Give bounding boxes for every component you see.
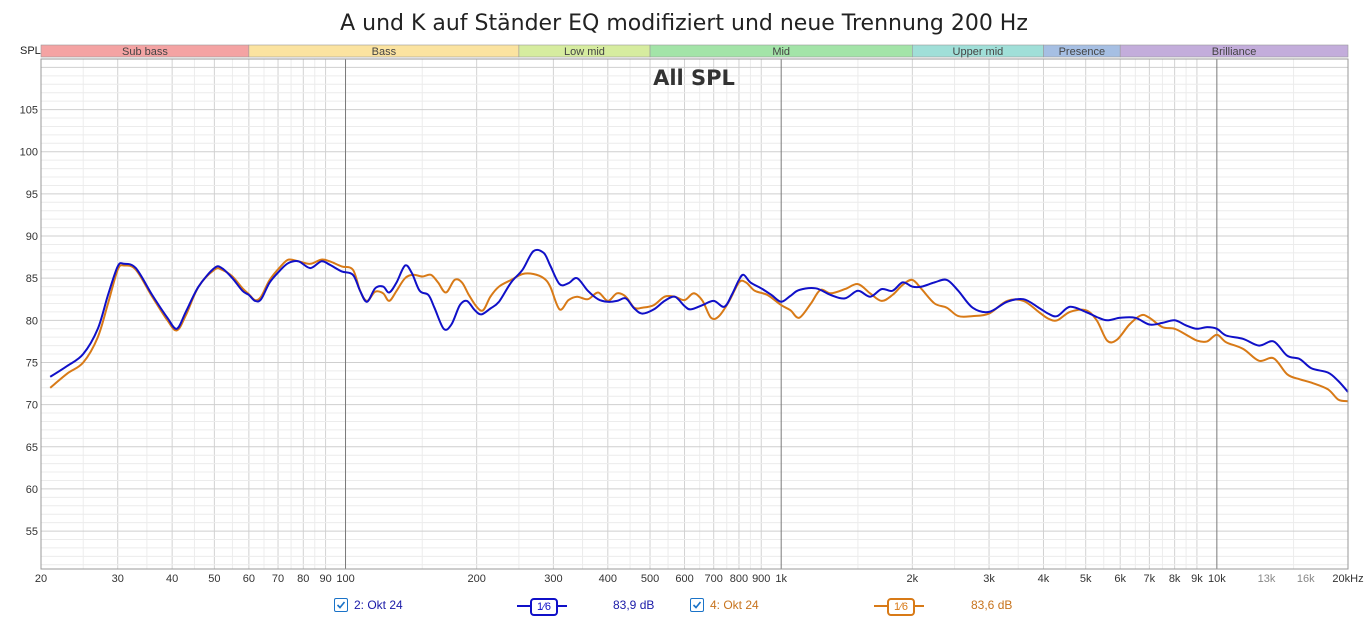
series-2-label: 2: Okt 24: [354, 598, 403, 612]
y-tick-label: 105: [20, 105, 38, 117]
x-tick-label: 6k: [1114, 573, 1126, 585]
x-tick-label: 7k: [1144, 573, 1156, 585]
y-tick-label: 85: [26, 273, 38, 285]
checkbox-series-2[interactable]: [334, 598, 348, 612]
y-tick-label: 95: [26, 189, 38, 201]
x-tick-label: 400: [599, 573, 617, 585]
series-4-level: 83,6 dB: [971, 598, 1013, 612]
x-tick-label: 200: [467, 573, 485, 585]
chart-title: A und K auf Ständer EQ modifiziert und n…: [340, 11, 1028, 36]
x-tick-label: 800: [730, 573, 748, 585]
x-axis: 20 30 40 50 60 70 80 90 100 200 300 400 500 600 700 800…: [35, 573, 1364, 585]
band-label: Brilliance: [1212, 46, 1257, 58]
x-tick-label: 1k: [775, 573, 787, 585]
checkbox-series-4[interactable]: [690, 598, 704, 612]
smoothing-num: 1: [893, 601, 901, 613]
x-tick-label: 100: [336, 573, 354, 585]
x-tick-label: 20: [35, 573, 47, 585]
band-brilliance: [1119, 44, 1349, 58]
series-line-2-okt-24: [49, 248, 1349, 393]
y-tick-label: 100: [20, 147, 38, 159]
inner-title: All SPL: [653, 66, 735, 90]
check-icon: [692, 601, 702, 609]
x-tick-label: 60: [243, 573, 255, 585]
frequency-bands: Sub bass Bass Low mid Mid Upper mid Presence B…: [40, 44, 1349, 58]
series-4-label: 4: Okt 24: [710, 598, 759, 612]
x-tick-label: 500: [641, 573, 659, 585]
y-tick-label: 55: [26, 526, 38, 538]
y-axis-label: SPL: [20, 45, 41, 57]
band-label: Bass: [372, 46, 397, 58]
x-tick-label: 20kHz: [1332, 573, 1363, 585]
y-tick-label: 80: [26, 315, 38, 327]
x-tick-label: 900: [752, 573, 770, 585]
band-label: Low mid: [564, 46, 605, 58]
y-axis: 55 60 65 70 75 80 85 90 95 100 105: [20, 105, 38, 538]
x-tick-label: 80: [297, 573, 309, 585]
legend-item-series-4[interactable]: 4: Okt 24: [690, 598, 759, 612]
x-tick-label: 13k: [1258, 573, 1276, 585]
y-tick-label: 65: [26, 442, 38, 454]
series-line-4-okt-24: [49, 258, 1349, 403]
series-lines: [49, 248, 1349, 403]
smoothing-den: 6: [901, 601, 909, 613]
x-tick-label: 90: [319, 573, 331, 585]
smoothing-button-series-4[interactable]: 1⁄6: [874, 597, 924, 616]
y-tick-label: 70: [26, 400, 38, 412]
x-tick-label: 50: [208, 573, 220, 585]
x-tick-label: 8k: [1169, 573, 1181, 585]
x-tick-label: 9k: [1191, 573, 1203, 585]
band-label: Presence: [1059, 46, 1105, 58]
y-tick-label: 75: [26, 357, 38, 369]
band-label: Sub bass: [122, 46, 168, 58]
smoothing-button-series-2[interactable]: 1⁄6: [517, 597, 567, 616]
band-label: Upper mid: [953, 46, 1004, 58]
legend-item-series-2[interactable]: 2: Okt 24: [334, 598, 403, 612]
x-tick-label: 4k: [1038, 573, 1050, 585]
x-tick-label: 5k: [1080, 573, 1092, 585]
plot-frame: [40, 58, 1349, 570]
band-label: Mid: [772, 46, 790, 58]
x-tick-label: 40: [166, 573, 178, 585]
x-tick-label: 16k: [1297, 573, 1315, 585]
x-tick-label: 700: [705, 573, 723, 585]
x-tick-label: 10k: [1208, 573, 1226, 585]
x-tick-label: 600: [675, 573, 693, 585]
plot-area: [41, 59, 1348, 569]
grid: [41, 59, 1348, 569]
y-tick-label: 60: [26, 484, 38, 496]
smoothing-num: 1: [536, 601, 544, 613]
smoothing-den: 6: [544, 601, 552, 613]
x-tick-label: 70: [272, 573, 284, 585]
x-tick-label: 2k: [907, 573, 919, 585]
spl-chart: Sub bass Bass Low mid Mid Upper mid Presence B…: [20, 11, 1364, 585]
check-icon: [336, 601, 346, 609]
x-tick-label: 30: [112, 573, 124, 585]
x-tick-label: 300: [544, 573, 562, 585]
series-2-level: 83,9 dB: [613, 598, 655, 612]
x-tick-label: 3k: [983, 573, 995, 585]
y-tick-label: 90: [26, 231, 38, 243]
